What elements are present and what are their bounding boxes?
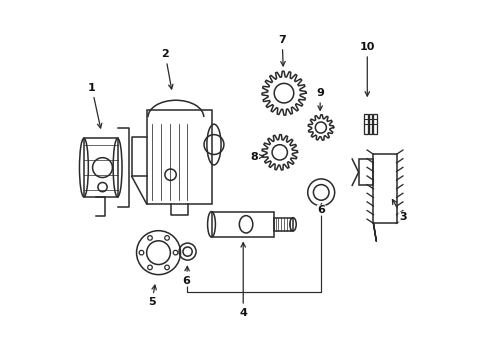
Text: 1: 1 (88, 83, 102, 128)
Text: 6: 6 (183, 266, 191, 286)
Text: 4: 4 (239, 243, 247, 318)
Text: 7: 7 (278, 35, 286, 66)
Text: 2: 2 (161, 49, 173, 89)
Bar (84, 138, 118, 197)
Text: 8: 8 (251, 152, 264, 162)
Bar (368, 114, 372, 134)
Text: 3: 3 (392, 199, 407, 222)
Bar (212, 212, 273, 237)
Bar (359, 159, 373, 185)
Text: 10: 10 (360, 42, 375, 96)
Text: 9: 9 (316, 88, 324, 110)
Bar (273, 218, 293, 231)
Text: 6: 6 (317, 204, 325, 215)
Text: 5: 5 (148, 285, 156, 307)
Bar (147, 110, 212, 204)
Bar (373, 114, 377, 134)
Bar (364, 114, 368, 134)
Bar (373, 154, 396, 224)
